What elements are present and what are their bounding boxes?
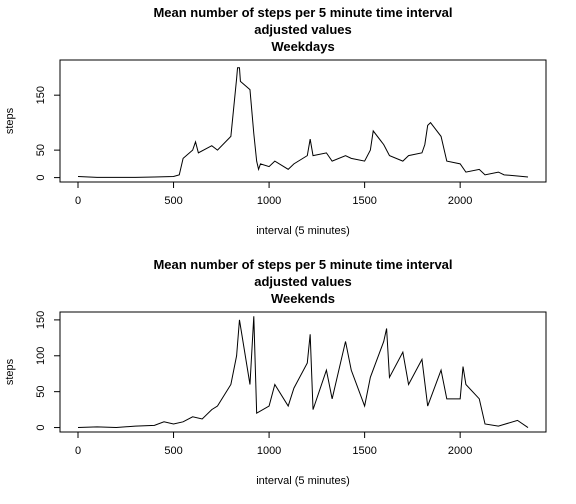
- x-tick-label: 0: [75, 445, 81, 457]
- x-tick-label: 0: [75, 195, 81, 207]
- plot-box: [59, 59, 547, 183]
- x-tick-label: 500: [164, 445, 182, 457]
- x-axis-label: interval (5 minutes): [256, 475, 350, 487]
- panel-title: Weekdays: [271, 39, 334, 54]
- y-tick-label: 0: [35, 175, 47, 181]
- data-line: [77, 316, 529, 429]
- panel-title: Weekends: [271, 291, 335, 306]
- x-tick-label: 1000: [257, 195, 281, 207]
- chart-subtitle: adjusted values: [254, 274, 352, 289]
- y-tick-label: 100: [35, 347, 47, 365]
- chart-title: Mean number of steps per 5 minute time i…: [153, 257, 452, 272]
- x-tick-label: 500: [164, 195, 182, 207]
- chart-title: Mean number of steps per 5 minute time i…: [153, 5, 452, 20]
- y-tick-label: 50: [35, 386, 47, 398]
- y-tick-label: 0: [35, 424, 47, 430]
- data-line: [77, 67, 529, 178]
- y-tick-label: 150: [35, 311, 47, 329]
- x-tick-label: 2000: [448, 195, 472, 207]
- y-tick-label: 150: [35, 86, 47, 104]
- y-tick-label: 50: [35, 144, 47, 156]
- x-tick-label: 2000: [448, 445, 472, 457]
- x-axis-label: interval (5 minutes): [256, 225, 350, 237]
- y-axis-label: steps: [4, 358, 16, 385]
- x-tick-label: 1000: [257, 445, 281, 457]
- y-axis-label: steps: [4, 107, 16, 134]
- x-tick-label: 1500: [352, 445, 376, 457]
- chart-subtitle: adjusted values: [254, 22, 352, 37]
- x-tick-label: 1500: [352, 195, 376, 207]
